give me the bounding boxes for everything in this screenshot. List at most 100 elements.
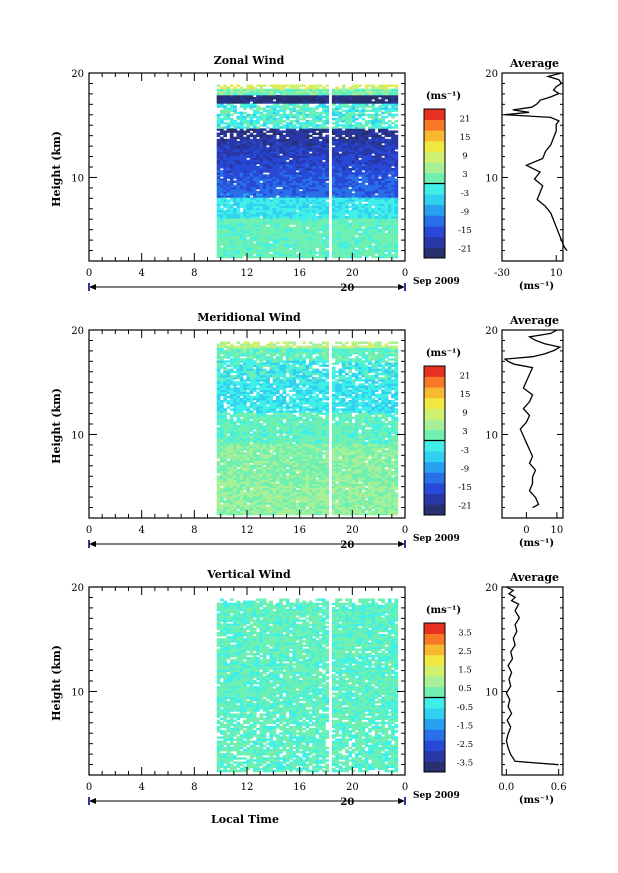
heatmap-cell — [308, 134, 313, 138]
heatmap-cell — [384, 216, 389, 219]
heatmap-cell — [243, 368, 247, 372]
heatmap-cell — [275, 182, 280, 186]
heatmap-cell — [236, 468, 241, 472]
heatmap-cell — [282, 245, 287, 248]
heatmap-cell — [239, 188, 244, 192]
heatmap-cell — [391, 92, 395, 96]
heatmap-cell — [236, 356, 241, 359]
heatmap-cell — [269, 195, 274, 198]
heatmap-cell — [312, 138, 316, 142]
heatmap-cell — [259, 195, 264, 198]
heatmap-cell — [220, 153, 224, 156]
heatmap-cell — [305, 191, 310, 194]
heatmap-cell — [331, 151, 336, 154]
heatmap-cell — [285, 103, 290, 106]
heatmap-cell — [285, 124, 290, 127]
heatmap-cell — [249, 155, 254, 158]
heatmap-cell — [371, 214, 376, 217]
heatmap-cell — [341, 170, 346, 173]
heatmap-cell — [368, 145, 372, 148]
heatmap-cell — [279, 193, 283, 196]
heatmap-cell — [341, 188, 346, 192]
heatmap-cell — [223, 462, 227, 466]
heatmap-cell — [325, 230, 330, 234]
heatmap-cell — [295, 182, 300, 186]
heatmap-cell — [272, 232, 277, 236]
heatmap-cell — [259, 241, 264, 244]
heatmap-cell — [285, 172, 290, 175]
heatmap-cell — [394, 207, 399, 211]
heatmap-cell — [216, 391, 221, 395]
heatmap-cell — [345, 209, 349, 213]
heatmap-cell — [216, 243, 221, 246]
heatmap-cell — [378, 136, 382, 140]
heatmap-cell — [289, 195, 293, 198]
heatmap-cell — [223, 466, 227, 470]
heatmap-cell — [243, 182, 247, 186]
heatmap-cell — [233, 184, 237, 188]
heatmap-cell — [318, 195, 323, 198]
heatmap-cell — [223, 243, 227, 246]
heatmap-cell — [364, 205, 369, 209]
heatmap-cell — [223, 117, 227, 121]
heatmap-cell — [243, 397, 247, 401]
heatmap-cell — [256, 239, 260, 242]
heatmap-cell — [371, 199, 376, 202]
heatmap-cell — [236, 397, 241, 401]
heatmap-cell — [374, 232, 379, 236]
heatmap-cell — [331, 174, 336, 177]
heatmap-cell — [387, 191, 392, 194]
heatmap-cell — [243, 500, 247, 503]
heatmap-cell — [243, 418, 247, 422]
heatmap-cell — [282, 218, 287, 221]
heatmap-cell — [318, 140, 323, 144]
heatmap-cell — [233, 464, 237, 468]
heatmap-cell — [335, 113, 339, 117]
heatmap-cell — [387, 207, 392, 211]
heatmap-cell — [272, 97, 277, 100]
heatmap-cell — [394, 92, 399, 96]
heatmap-cell — [216, 493, 221, 497]
heatmap-cell — [226, 383, 231, 386]
heatmap-cell — [364, 203, 369, 207]
heatmap-cell — [259, 199, 264, 202]
heatmap-cell — [381, 249, 385, 252]
heatmap-cell — [331, 195, 336, 198]
heatmap-cell — [299, 236, 303, 240]
heatmap-cell — [381, 120, 385, 123]
heatmap-cell — [275, 199, 280, 202]
heatmap-cell — [292, 193, 297, 196]
heatmap-cell — [312, 224, 316, 227]
heatmap-cell — [318, 203, 323, 207]
heatmap-cell — [216, 105, 221, 108]
heatmap-cell — [243, 493, 247, 497]
heatmap-cell — [305, 170, 310, 173]
heatmap-cell — [289, 122, 293, 125]
heatmap-cell — [216, 197, 221, 200]
heatmap-cell — [305, 234, 310, 238]
heatmap-cell — [374, 126, 379, 129]
heatmap-cell — [325, 195, 330, 198]
heatmap-cell — [312, 251, 316, 255]
heatmap-cell — [236, 489, 241, 493]
heatmap-cell — [229, 239, 234, 242]
heatmap-cell — [282, 90, 287, 94]
colorbar-swatch — [424, 130, 445, 142]
heatmap-cell — [331, 199, 336, 202]
heatmap-cell — [249, 165, 254, 169]
heatmap-cell — [381, 111, 385, 115]
heatmap-cell — [269, 111, 274, 115]
heatmap-cell — [229, 389, 234, 393]
heatmap-cell — [249, 168, 254, 171]
heatmap-cell — [249, 247, 254, 250]
heatmap-cell — [226, 420, 231, 424]
heatmap-cell — [229, 383, 234, 386]
heatmap-cell — [325, 157, 330, 161]
heatmap-cell — [269, 147, 274, 150]
heatmap-cell — [279, 122, 283, 125]
heatmap-cell — [226, 402, 231, 405]
heatmap-cell — [259, 255, 264, 259]
heatmap-cell — [315, 188, 320, 192]
heatmap-cell — [252, 109, 257, 113]
heatmap-cell — [229, 452, 234, 455]
